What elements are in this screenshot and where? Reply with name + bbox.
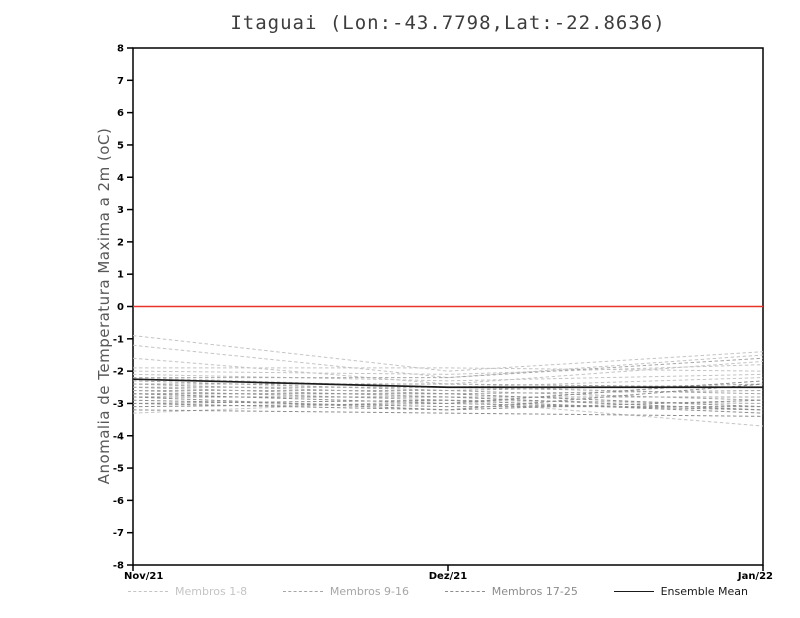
x-tick-label: Dez/21 [429,571,468,582]
y-tick-label: 6 [117,108,124,119]
x-tick-label: Jan/22 [737,571,773,582]
ensemble-mean-line [132,378,763,389]
y-tick-label: 3 [117,205,124,216]
y-tick-label: -4 [113,431,124,442]
solid-line-swatch [613,591,654,592]
legend-item-membros-17-25: Membros 17-25 [444,585,578,598]
legend: Membros 1-8 Membros 9-16 Membros 17-25 E… [128,585,748,598]
ensemble-member-line [133,390,764,401]
ensemble-member-line [132,383,764,411]
legend-item-membros-1-8: Membros 1-8 [128,585,247,598]
dashed-line-swatch [282,591,323,592]
legend-item-membros-9-16: Membros 9-16 [282,585,410,598]
ensemble-member-line [133,357,764,379]
y-tick-label: 7 [117,76,124,87]
ensemble-member-line [133,383,764,388]
legend-label: Membros 17-25 [491,585,578,598]
y-tick-label: -8 [113,561,124,572]
y-tick-label: 0 [117,302,124,313]
y-tick-label: 4 [117,173,124,184]
y-tick-label: 1 [117,270,124,281]
chart-title: Itaguai (Lon:-43.7798,Lat:-22.8636) [230,12,666,34]
y-tick-label: 8 [117,44,124,55]
y-tick-label: 5 [117,140,124,151]
ensemble-member-line [132,335,764,372]
y-tick-label: -6 [113,496,124,507]
ensemble-member-line [132,409,764,417]
legend-label: Membros 1-8 [175,585,248,598]
dashed-line-swatch [128,591,168,592]
ensemble-member-line [132,364,764,375]
y-tick-label: -1 [113,334,124,345]
legend-label: Ensemble Mean [660,585,748,598]
dashed-line-swatch [444,591,485,592]
ensemble-member-line [133,396,764,411]
ensemble-member-line [132,399,764,414]
legend-label: Membros 9-16 [329,585,410,598]
ensemble-member-line [132,357,764,385]
y-tick-label: -7 [113,528,124,539]
y-tick-label: -5 [113,464,124,475]
y-tick-label: 2 [117,237,124,248]
y-tick-label: -2 [113,367,124,378]
ensemble-member-line [133,367,764,372]
x-tick-label: Nov/21 [124,571,163,582]
ensemble-member-line [132,344,764,379]
ensemble-member-line [132,373,764,382]
y-tick-label: -3 [113,399,124,410]
ensemble-member-line [133,393,764,408]
legend-item-ensemble-mean: Ensemble Mean [613,585,748,598]
ensemble-member-line [132,402,764,411]
